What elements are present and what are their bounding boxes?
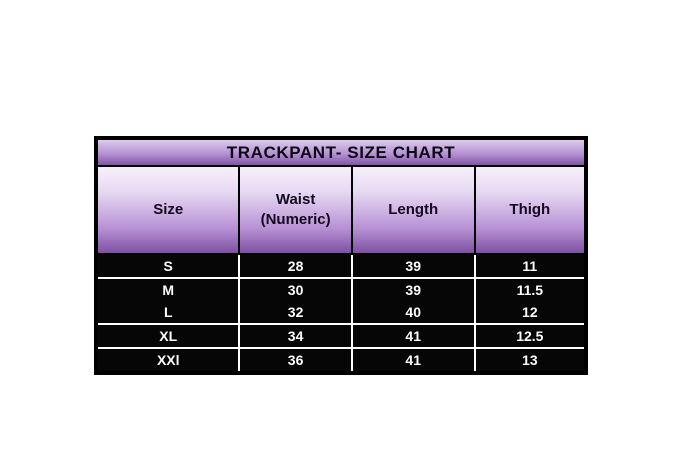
cell-size: M bbox=[162, 282, 175, 298]
column-header-size-label: Size bbox=[153, 201, 184, 218]
cell-thigh: 13 bbox=[473, 349, 584, 371]
cell-thigh: 11 bbox=[473, 255, 584, 277]
cell-waist: 28 bbox=[238, 255, 350, 277]
column-header-thigh-label: Thigh bbox=[509, 201, 551, 218]
column-header-waist-label: Waist bbox=[275, 191, 316, 208]
cell-length: 40 bbox=[350, 301, 474, 323]
table-row-xxl: XXl 36 41 13 bbox=[98, 349, 584, 371]
cell-waist: 30 bbox=[238, 279, 350, 301]
table-row-xl: XL 34 41 12.5 bbox=[98, 325, 584, 349]
cell-thigh: 12.5 bbox=[473, 325, 584, 347]
column-header-waist: Waist (Numeric) bbox=[238, 167, 350, 253]
column-header-size: Size bbox=[98, 167, 238, 253]
table-header-row: Size Waist (Numeric) Length Thigh bbox=[98, 167, 584, 255]
column-header-waist-sublabel: (Numeric) bbox=[260, 211, 331, 228]
table-row-l: L 32 40 12 bbox=[98, 301, 584, 325]
size-chart-table: TRACKPANT- SIZE CHART Size Waist (Numeri… bbox=[94, 136, 588, 375]
cell-length: 41 bbox=[350, 325, 474, 347]
cell-length: 41 bbox=[350, 349, 474, 371]
cell-length: 39 bbox=[350, 255, 474, 277]
cell-thigh: 11.5 bbox=[473, 279, 584, 301]
cell-waist: 36 bbox=[238, 349, 350, 371]
column-header-length-label: Length bbox=[388, 201, 439, 218]
table-row-s: S 28 39 11 bbox=[98, 255, 584, 279]
cell-size: S bbox=[163, 258, 173, 274]
size-chart-title: TRACKPANT- SIZE CHART bbox=[98, 140, 584, 167]
cell-size: XXl bbox=[156, 352, 180, 368]
cell-size: L bbox=[163, 304, 173, 320]
column-header-thigh: Thigh bbox=[473, 167, 584, 253]
cell-thigh: 12 bbox=[473, 301, 584, 323]
cell-length: 39 bbox=[350, 279, 474, 301]
cell-waist: 34 bbox=[238, 325, 350, 347]
table-row-m: M 30 39 11.5 bbox=[98, 279, 584, 301]
cell-size: XL bbox=[159, 328, 178, 344]
cell-waist: 32 bbox=[238, 301, 350, 323]
column-header-length: Length bbox=[350, 167, 474, 253]
